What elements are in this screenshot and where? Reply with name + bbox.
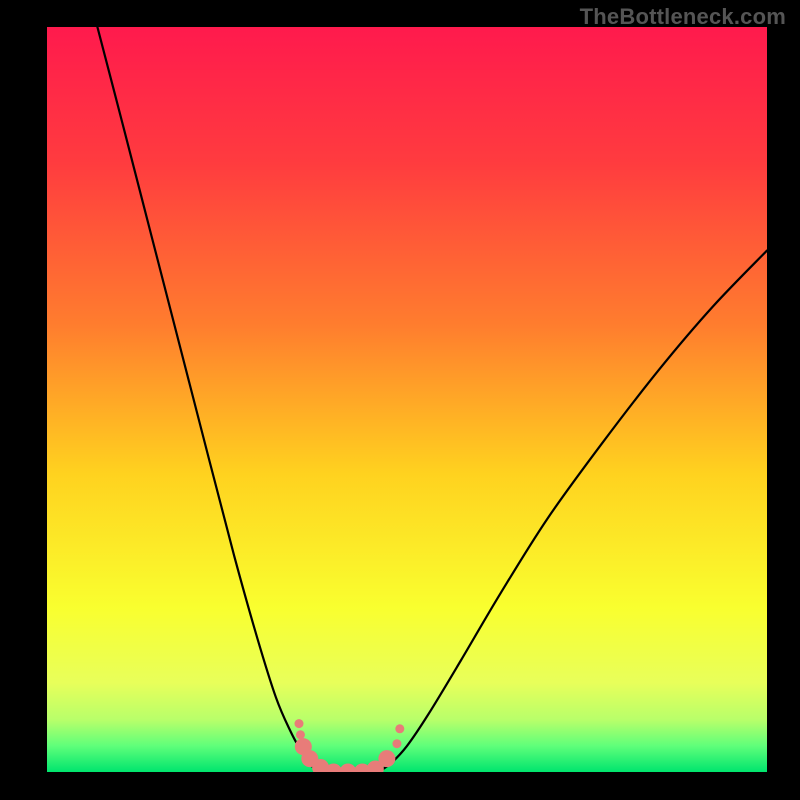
chart-frame: TheBottleneck.com [0,0,800,800]
marker-dot [295,719,304,728]
marker-dot [395,724,404,733]
curve-right [378,251,767,773]
watermark-text: TheBottleneck.com [580,4,786,30]
curve-left [97,27,320,772]
curves-layer [47,27,767,772]
marker-dot [296,730,305,739]
plot-area [47,27,767,772]
marker-dot [378,750,395,767]
marker-dot [392,739,401,748]
marker-dot [339,764,356,773]
